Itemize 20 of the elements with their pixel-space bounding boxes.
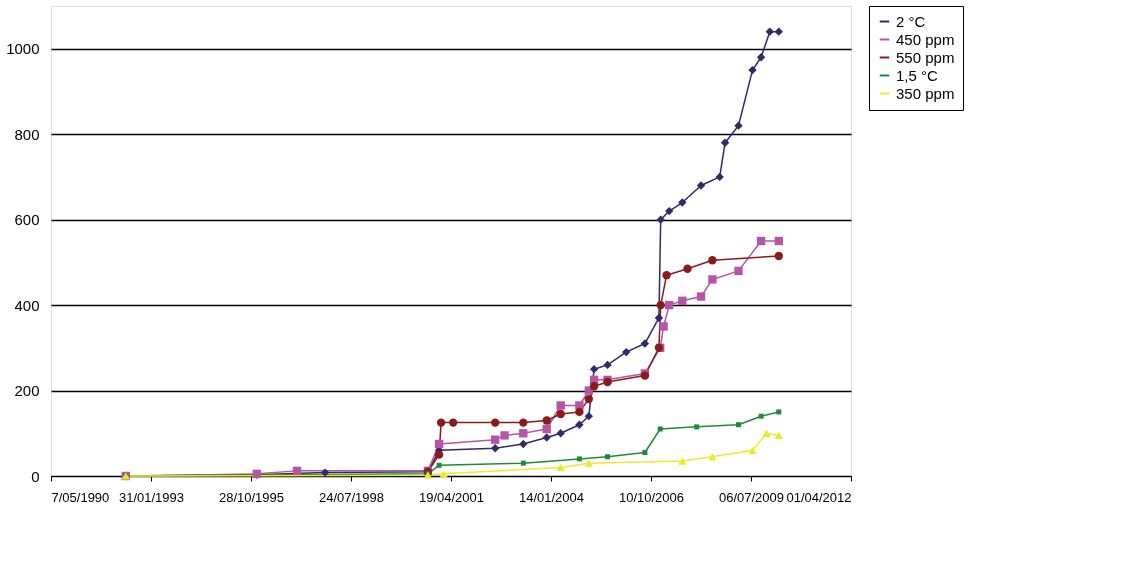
legend-label: 550 ppm — [896, 48, 955, 66]
x-tick-label: 14/01/2004 — [518, 489, 585, 505]
x-tick-label: 28/10/1995 — [218, 489, 285, 505]
legend-label: 350 ppm — [896, 84, 955, 102]
x-tick-label: 10/10/2006 — [618, 489, 685, 505]
y-tick-label: 800 — [14, 125, 40, 143]
x-tick-label: 31/01/1993 — [118, 489, 185, 505]
x-tick-label: 01/04/2012 — [786, 489, 852, 505]
y-tick-label: 0 — [31, 467, 40, 485]
y-tick-label: 600 — [14, 211, 40, 229]
y-tick-label: 200 — [14, 382, 40, 400]
legend-label: 1,5 °C — [896, 66, 939, 84]
y-tick-label: 400 — [14, 296, 40, 314]
legend-label: 2 °C — [896, 12, 926, 30]
legend-label: 450 ppm — [896, 30, 955, 48]
y-tick-label: 1000 — [6, 40, 40, 58]
x-tick-label: 7/05/1990 — [51, 489, 110, 505]
x-tick-label: 19/04/2001 — [418, 489, 485, 505]
x-tick-label: 24/07/1998 — [318, 489, 385, 505]
x-tick-label: 06/07/2009 — [718, 489, 785, 505]
